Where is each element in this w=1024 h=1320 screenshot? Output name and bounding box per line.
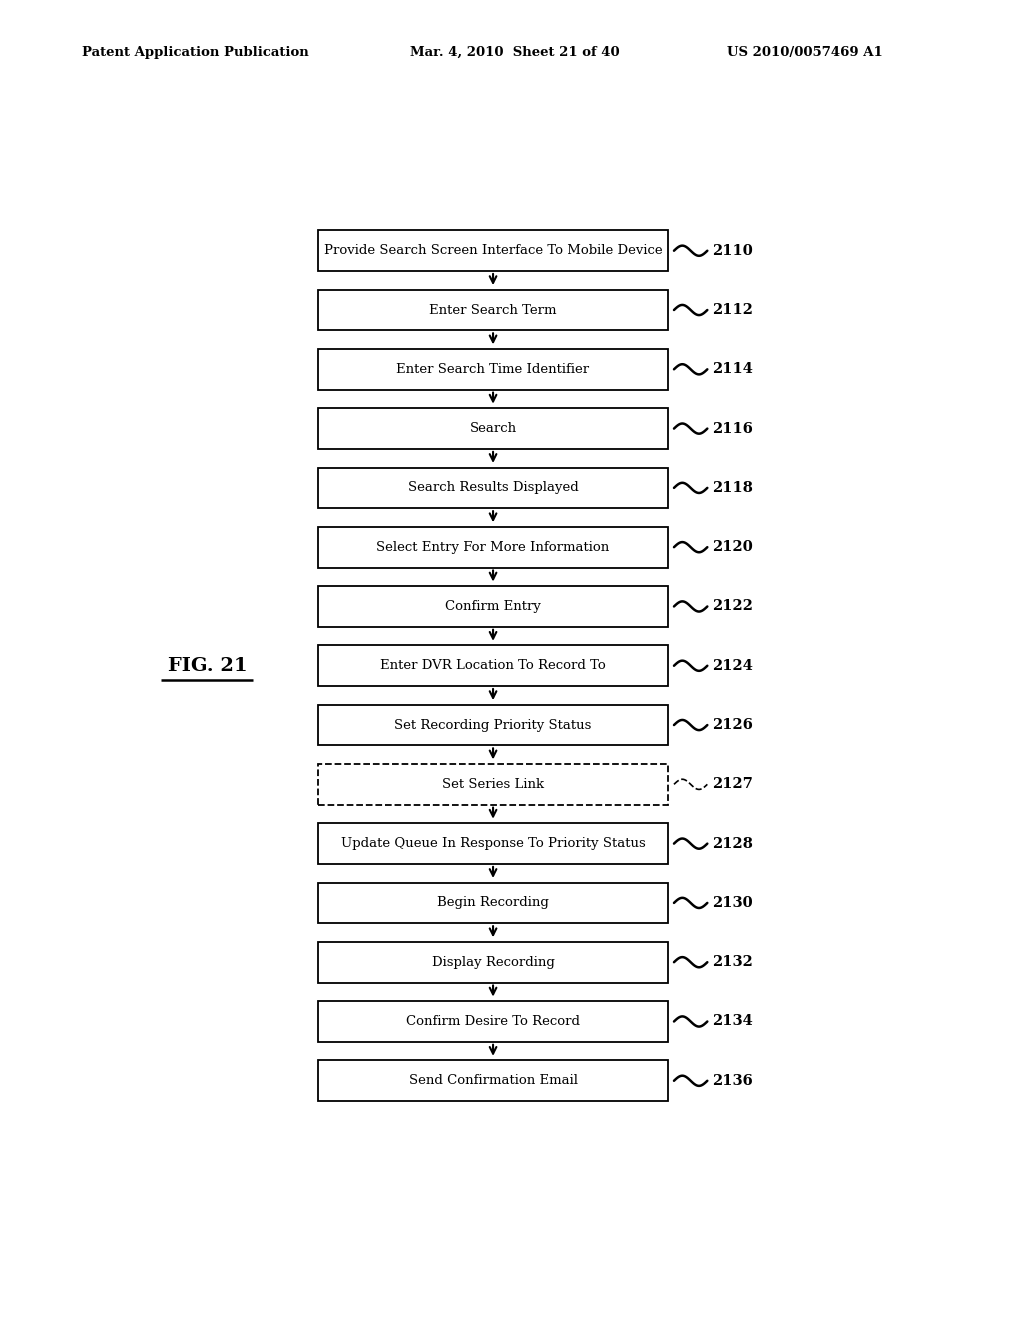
Text: Patent Application Publication: Patent Application Publication <box>82 46 308 59</box>
Text: Search Results Displayed: Search Results Displayed <box>408 482 579 495</box>
Text: Enter DVR Location To Record To: Enter DVR Location To Record To <box>380 659 606 672</box>
Text: Set Series Link: Set Series Link <box>442 777 544 791</box>
Text: 2134: 2134 <box>712 1015 753 1028</box>
Text: FIG. 21: FIG. 21 <box>168 657 247 675</box>
Text: 2128: 2128 <box>712 837 753 850</box>
Text: Send Confirmation Email: Send Confirmation Email <box>409 1074 578 1088</box>
Text: 2112: 2112 <box>712 304 753 317</box>
Text: Confirm Entry: Confirm Entry <box>445 601 541 612</box>
Text: 2118: 2118 <box>712 480 753 495</box>
Text: 2120: 2120 <box>712 540 753 554</box>
Text: 2127: 2127 <box>712 777 753 791</box>
Text: 2124: 2124 <box>712 659 753 673</box>
Text: Update Queue In Response To Priority Status: Update Queue In Response To Priority Sta… <box>341 837 645 850</box>
Text: Enter Search Time Identifier: Enter Search Time Identifier <box>396 363 590 376</box>
Text: 2136: 2136 <box>712 1073 753 1088</box>
Text: 2126: 2126 <box>712 718 753 733</box>
Text: 2110: 2110 <box>712 244 753 257</box>
Text: Search: Search <box>469 422 517 436</box>
Text: Mar. 4, 2010  Sheet 21 of 40: Mar. 4, 2010 Sheet 21 of 40 <box>410 46 620 59</box>
Text: Provide Search Screen Interface To Mobile Device: Provide Search Screen Interface To Mobil… <box>324 244 663 257</box>
Text: Enter Search Term: Enter Search Term <box>429 304 557 317</box>
Text: Select Entry For More Information: Select Entry For More Information <box>377 541 609 553</box>
Text: Confirm Desire To Record: Confirm Desire To Record <box>407 1015 580 1028</box>
Text: Set Recording Priority Status: Set Recording Priority Status <box>394 718 592 731</box>
Text: 2122: 2122 <box>712 599 753 614</box>
Text: 2116: 2116 <box>712 421 753 436</box>
Text: US 2010/0057469 A1: US 2010/0057469 A1 <box>727 46 883 59</box>
Text: Begin Recording: Begin Recording <box>437 896 549 909</box>
Text: Display Recording: Display Recording <box>432 956 554 969</box>
Text: 2114: 2114 <box>712 362 753 376</box>
Text: 2132: 2132 <box>712 956 753 969</box>
Text: 2130: 2130 <box>712 896 753 909</box>
